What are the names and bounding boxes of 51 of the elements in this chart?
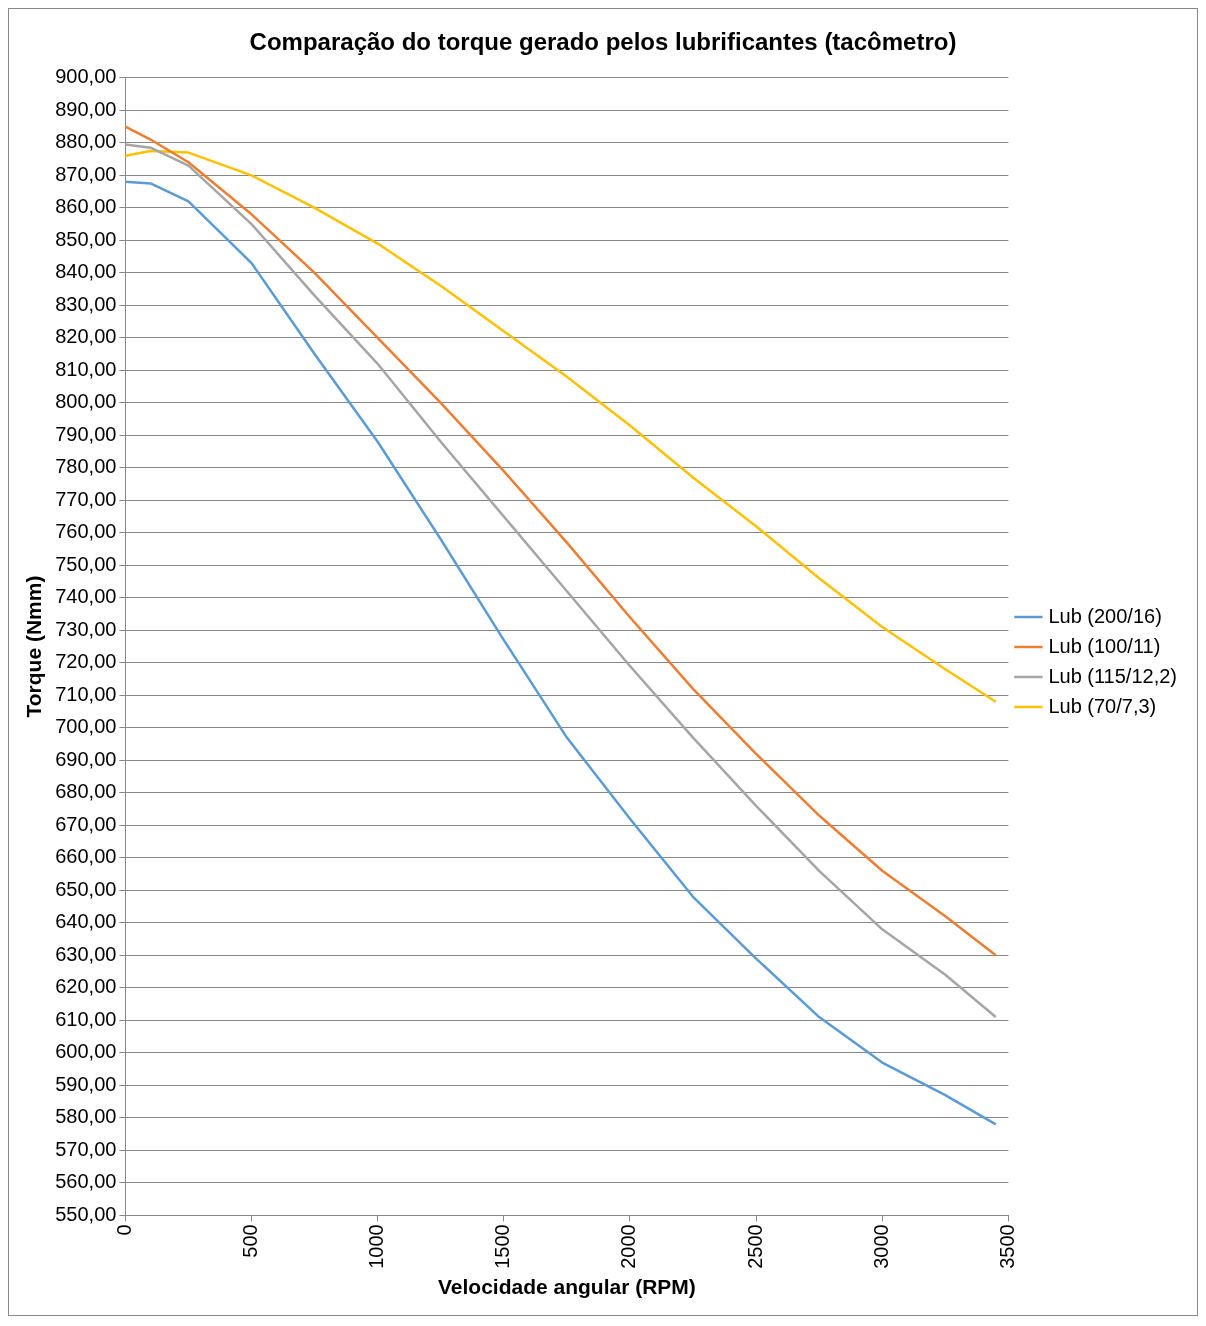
chart-title: Comparação do torque gerado pelos lubrificantes (tacômetro) [249, 28, 957, 56]
y-tick-label: 900,00 [55, 65, 117, 88]
y-axis-title: Torque (Nmm) [22, 575, 46, 718]
x-tick-label: 2000 [617, 1224, 640, 1269]
y-tick-label: 580,00 [55, 1105, 117, 1128]
y-tick-label: 570,00 [55, 1137, 117, 1160]
legend-label: Lub (115/12,2) [1048, 664, 1178, 687]
y-tick-label: 740,00 [55, 585, 117, 608]
y-tick-label: 890,00 [55, 97, 117, 120]
y-tick-label: 700,00 [55, 715, 117, 738]
y-tick-label: 660,00 [55, 845, 117, 868]
y-tick-label: 850,00 [55, 227, 117, 250]
y-tick-label: 840,00 [55, 260, 117, 283]
y-tick-label: 640,00 [55, 910, 117, 933]
y-tick-label: 720,00 [55, 650, 117, 673]
x-tick-label: 3000 [869, 1224, 892, 1269]
y-tick-label: 560,00 [55, 1170, 117, 1193]
y-tick-label: 800,00 [55, 390, 117, 413]
y-tick-label: 880,00 [55, 130, 117, 153]
y-tick-label: 830,00 [55, 292, 117, 315]
legend-label: Lub (200/16) [1048, 604, 1162, 627]
y-tick-label: 650,00 [55, 877, 117, 900]
y-tick-label: 820,00 [55, 325, 117, 348]
y-tick-label: 680,00 [55, 780, 117, 803]
y-tick-label: 860,00 [55, 195, 117, 218]
y-tick-label: 590,00 [55, 1072, 117, 1095]
y-tick-label: 760,00 [55, 520, 117, 543]
legend-label: Lub (100/11) [1048, 634, 1161, 657]
y-tick-label: 690,00 [55, 747, 117, 770]
y-tick-label: 750,00 [55, 552, 117, 575]
y-tick-label: 630,00 [55, 942, 117, 965]
y-tick-label: 670,00 [55, 812, 117, 835]
y-tick-label: 620,00 [55, 975, 117, 998]
legend-label: Lub (70/7,3) [1048, 694, 1157, 717]
y-tick-label: 600,00 [55, 1040, 117, 1063]
x-tick-label: 0 [112, 1224, 135, 1236]
x-tick-label: 1000 [365, 1224, 388, 1269]
x-tick-label: 2500 [743, 1224, 766, 1269]
y-tick-label: 710,00 [55, 682, 117, 705]
y-tick-label: 870,00 [55, 162, 117, 185]
y-tick-label: 810,00 [55, 357, 117, 380]
x-axis-title: Velocidade angular (RPM) [437, 1275, 696, 1299]
x-tick-label: 1500 [491, 1224, 514, 1269]
y-tick-label: 610,00 [55, 1007, 117, 1030]
y-tick-label: 790,00 [55, 422, 117, 445]
x-tick-label: 500 [239, 1224, 262, 1258]
y-tick-label: 730,00 [55, 617, 117, 640]
x-tick-label: 3500 [995, 1224, 1018, 1269]
y-tick-label: 770,00 [55, 487, 117, 510]
y-tick-label: 780,00 [55, 455, 117, 478]
y-tick-label: 550,00 [55, 1202, 117, 1225]
